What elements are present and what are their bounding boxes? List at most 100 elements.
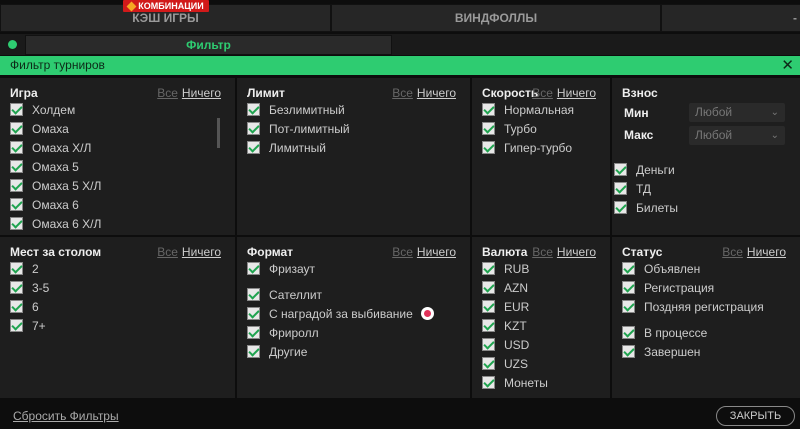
select-none-link[interactable]: Ничего — [181, 86, 221, 100]
checkbox-item[interactable]: 7+ — [10, 316, 49, 335]
min-select[interactable]: Любой ⌄ — [689, 103, 785, 122]
checkbox-item[interactable]: 2 — [10, 259, 49, 278]
checkbox-item[interactable]: Объявлен — [622, 259, 764, 278]
checkbox-checked-icon[interactable] — [247, 288, 260, 301]
checkbox-item[interactable]: Гипер-турбо — [482, 138, 574, 157]
checkbox-checked-icon[interactable] — [482, 300, 495, 313]
checkbox-item[interactable]: UZS — [482, 354, 548, 373]
checkbox-item[interactable]: Омаха 6 — [10, 195, 101, 214]
checkbox-item[interactable]: Завершен — [622, 342, 764, 361]
checkbox-item[interactable]: Омаха Х/Л — [10, 138, 101, 157]
checkbox-checked-icon[interactable] — [247, 141, 260, 154]
select-all-link[interactable]: Все — [392, 245, 413, 259]
select-all-link[interactable]: Все — [532, 245, 553, 259]
checkbox-item[interactable]: Монеты — [482, 373, 548, 392]
checkbox-checked-icon[interactable] — [482, 319, 495, 332]
select-all-link[interactable]: Все — [157, 245, 178, 259]
tab-third[interactable]: - — [661, 4, 800, 32]
checkbox-checked-icon[interactable] — [10, 160, 23, 173]
checkbox-checked-icon[interactable] — [10, 281, 23, 294]
select-none-link[interactable]: Ничего — [556, 86, 596, 100]
checkbox-checked-icon[interactable] — [10, 217, 23, 230]
checkbox-item[interactable]: С наградой за выбивание — [247, 304, 434, 323]
checkbox-item[interactable]: 6 — [10, 297, 49, 316]
checkbox-item[interactable]: Омаха 6 Х/Л — [10, 214, 101, 233]
checkbox-checked-icon[interactable] — [482, 357, 495, 370]
checkbox-item[interactable]: Билеты — [614, 198, 678, 217]
checkbox-item[interactable]: Фризаут — [247, 259, 434, 278]
checkbox-checked-icon[interactable] — [247, 345, 260, 358]
checkbox-item[interactable]: Нормальная — [482, 100, 574, 119]
checkbox-checked-icon[interactable] — [247, 122, 260, 135]
tab-windfalls[interactable]: ВИНДФОЛЛЫ — [331, 4, 661, 32]
section-game: Игра Все Ничего Холдем Омаха Омаха Х/Л Омаха 5… — [0, 78, 235, 235]
checkbox-checked-icon[interactable] — [482, 376, 495, 389]
checkbox-item[interactable]: Омаха 5 Х/Л — [10, 176, 101, 195]
checkbox-checked-icon[interactable] — [482, 281, 495, 294]
checkbox-item[interactable]: Омаха — [10, 119, 101, 138]
checkbox-checked-icon[interactable] — [10, 300, 23, 313]
checkbox-item[interactable]: AZN — [482, 278, 548, 297]
checkbox-item[interactable]: KZT — [482, 316, 548, 335]
checkbox-item[interactable]: Поздняя регистрация — [622, 297, 764, 316]
select-none-link[interactable]: Ничего — [181, 245, 221, 259]
checkbox-item[interactable]: 3-5 — [10, 278, 49, 297]
checkbox-checked-icon[interactable] — [10, 198, 23, 211]
section-speed: Скорость Все Ничего Нормальная Турбо Гипер-ту… — [472, 78, 610, 235]
checkbox-checked-icon[interactable] — [622, 326, 635, 339]
checkbox-checked-icon[interactable] — [614, 182, 627, 195]
checkbox-checked-icon[interactable] — [482, 338, 495, 351]
combinations-badge[interactable]: КОМБИНАЦИИ — [123, 0, 209, 12]
checkbox-checked-icon[interactable] — [622, 300, 635, 313]
select-all-link[interactable]: Все — [532, 86, 553, 100]
select-none-link[interactable]: Ничего — [746, 245, 786, 259]
checkbox-item[interactable]: Сателлит — [247, 285, 434, 304]
checkbox-item[interactable]: Турбо — [482, 119, 574, 138]
checkbox-item[interactable]: EUR — [482, 297, 548, 316]
checkbox-item[interactable]: Фриролл — [247, 323, 434, 342]
checkbox-item[interactable]: USD — [482, 335, 548, 354]
checkbox-checked-icon[interactable] — [482, 262, 495, 275]
select-all-link[interactable]: Все — [157, 86, 178, 100]
close-button[interactable]: ЗАКРЫТЬ — [716, 406, 795, 426]
checkbox-item[interactable]: Омаха 5 — [10, 157, 101, 176]
checkbox-checked-icon[interactable] — [482, 122, 495, 135]
select-none-link[interactable]: Ничего — [556, 245, 596, 259]
checkbox-checked-icon[interactable] — [614, 163, 627, 176]
close-icon[interactable]: ✕ — [781, 57, 794, 74]
checkbox-checked-icon[interactable] — [614, 201, 627, 214]
checkbox-checked-icon[interactable] — [10, 141, 23, 154]
select-all-link[interactable]: Все — [722, 245, 743, 259]
select-none-link[interactable]: Ничего — [416, 86, 456, 100]
checkbox-checked-icon[interactable] — [10, 262, 23, 275]
checkbox-item[interactable]: Другие — [247, 342, 434, 361]
checkbox-item[interactable]: Лимитный — [247, 138, 350, 157]
checkbox-checked-icon[interactable] — [482, 103, 495, 116]
reset-filters-link[interactable]: Сбросить Фильтры — [13, 409, 119, 423]
checkbox-item[interactable]: Регистрация — [622, 278, 764, 297]
checkbox-checked-icon[interactable] — [10, 122, 23, 135]
checkbox-checked-icon[interactable] — [10, 179, 23, 192]
checkbox-checked-icon[interactable] — [247, 103, 260, 116]
filter-button[interactable]: Фильтр — [25, 35, 392, 55]
checkbox-item[interactable]: В процессе — [622, 323, 764, 342]
checkbox-item[interactable]: RUB — [482, 259, 548, 278]
checkbox-checked-icon[interactable] — [247, 262, 260, 275]
checkbox-checked-icon[interactable] — [482, 141, 495, 154]
checkbox-checked-icon[interactable] — [10, 103, 23, 116]
checkbox-checked-icon[interactable] — [622, 262, 635, 275]
select-all-link[interactable]: Все — [392, 86, 413, 100]
checkbox-item[interactable]: Холдем — [10, 100, 101, 119]
checkbox-checked-icon[interactable] — [247, 326, 260, 339]
checkbox-checked-icon[interactable] — [247, 307, 260, 320]
max-select[interactable]: Любой ⌄ — [689, 126, 785, 145]
checkbox-checked-icon[interactable] — [10, 319, 23, 332]
checkbox-item[interactable]: Деньги — [614, 160, 678, 179]
scrollbar[interactable] — [217, 118, 220, 148]
checkbox-item[interactable]: ТД — [614, 179, 678, 198]
checkbox-checked-icon[interactable] — [622, 345, 635, 358]
select-none-link[interactable]: Ничего — [416, 245, 456, 259]
checkbox-checked-icon[interactable] — [622, 281, 635, 294]
checkbox-item[interactable]: Пот-лимитный — [247, 119, 350, 138]
checkbox-item[interactable]: Безлимитный — [247, 100, 350, 119]
